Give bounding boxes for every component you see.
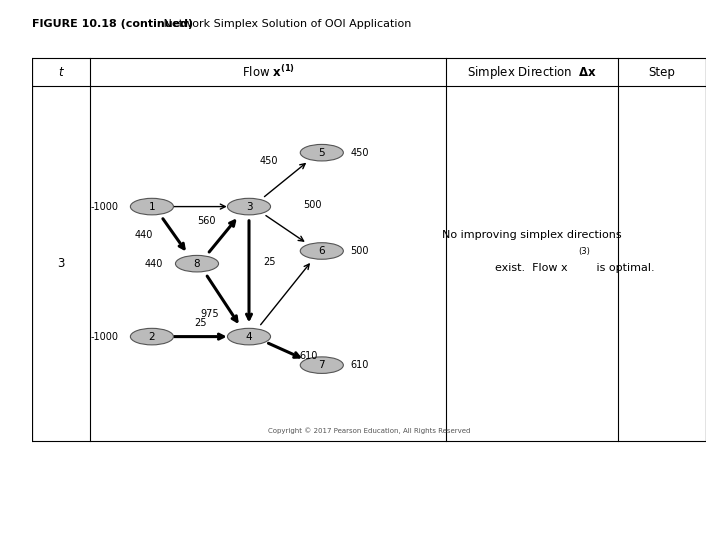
Ellipse shape	[300, 357, 343, 374]
Text: Step: Step	[649, 66, 675, 79]
Ellipse shape	[130, 198, 174, 215]
Text: 440: 440	[135, 230, 153, 240]
Ellipse shape	[300, 242, 343, 259]
Text: 3: 3	[246, 201, 252, 212]
Text: 450: 450	[259, 156, 278, 166]
Text: Optimization in Operations Research, 2e: Optimization in Operations Research, 2e	[194, 505, 364, 515]
Text: 7: 7	[318, 360, 325, 370]
Text: -1000: -1000	[90, 201, 118, 212]
Text: 4: 4	[246, 332, 252, 342]
Text: Network Simplex Solution of OOI Application: Network Simplex Solution of OOI Applicat…	[153, 19, 412, 29]
Text: Ronald L. Rardin: Ronald L. Rardin	[194, 523, 264, 532]
Text: Flow $\mathbf{x^{(1)}}$: Flow $\mathbf{x^{(1)}}$	[242, 64, 294, 80]
Text: 25: 25	[263, 257, 276, 267]
Text: PEARSON: PEARSON	[631, 510, 709, 524]
Text: 6: 6	[318, 246, 325, 256]
Bar	[32, 58, 706, 441]
Text: 500: 500	[303, 200, 322, 210]
Text: 1: 1	[148, 201, 156, 212]
Text: t: t	[59, 66, 63, 79]
Text: All Rights Reserved: All Rights Reserved	[418, 523, 500, 532]
Text: 3: 3	[58, 257, 65, 270]
Text: 5: 5	[318, 147, 325, 158]
Ellipse shape	[176, 255, 219, 272]
Text: FIGURE 10.18 (continued): FIGURE 10.18 (continued)	[32, 19, 194, 29]
Text: 560: 560	[197, 216, 215, 226]
Text: (3): (3)	[578, 247, 590, 256]
Text: -1000: -1000	[90, 332, 118, 342]
Text: 25: 25	[194, 318, 207, 328]
Text: 610: 610	[300, 350, 318, 361]
Text: Copyright © 2017, 1998 by Pearson Education, Inc.: Copyright © 2017, 1998 by Pearson Educat…	[284, 505, 500, 515]
Text: exist.  Flow x: exist. Flow x	[495, 264, 568, 273]
Text: 450: 450	[350, 147, 369, 158]
Text: is optimal.: is optimal.	[593, 264, 654, 273]
Text: 610: 610	[350, 360, 369, 370]
Ellipse shape	[130, 328, 174, 345]
Text: Copyright © 2017 Pearson Education, All Rights Reserved: Copyright © 2017 Pearson Education, All …	[268, 427, 470, 434]
Text: 440: 440	[145, 259, 163, 269]
Text: No improving simplex directions: No improving simplex directions	[442, 231, 622, 240]
Ellipse shape	[228, 328, 271, 345]
Text: ALWAYS LEARNING: ALWAYS LEARNING	[11, 512, 106, 522]
Text: 500: 500	[350, 246, 369, 256]
Text: 975: 975	[200, 309, 219, 319]
Text: Simplex Direction  $\mathbf{\Delta x}$: Simplex Direction $\mathbf{\Delta x}$	[467, 64, 598, 80]
Text: 8: 8	[194, 259, 200, 269]
Ellipse shape	[300, 144, 343, 161]
Ellipse shape	[228, 198, 271, 215]
Text: 2: 2	[148, 332, 156, 342]
